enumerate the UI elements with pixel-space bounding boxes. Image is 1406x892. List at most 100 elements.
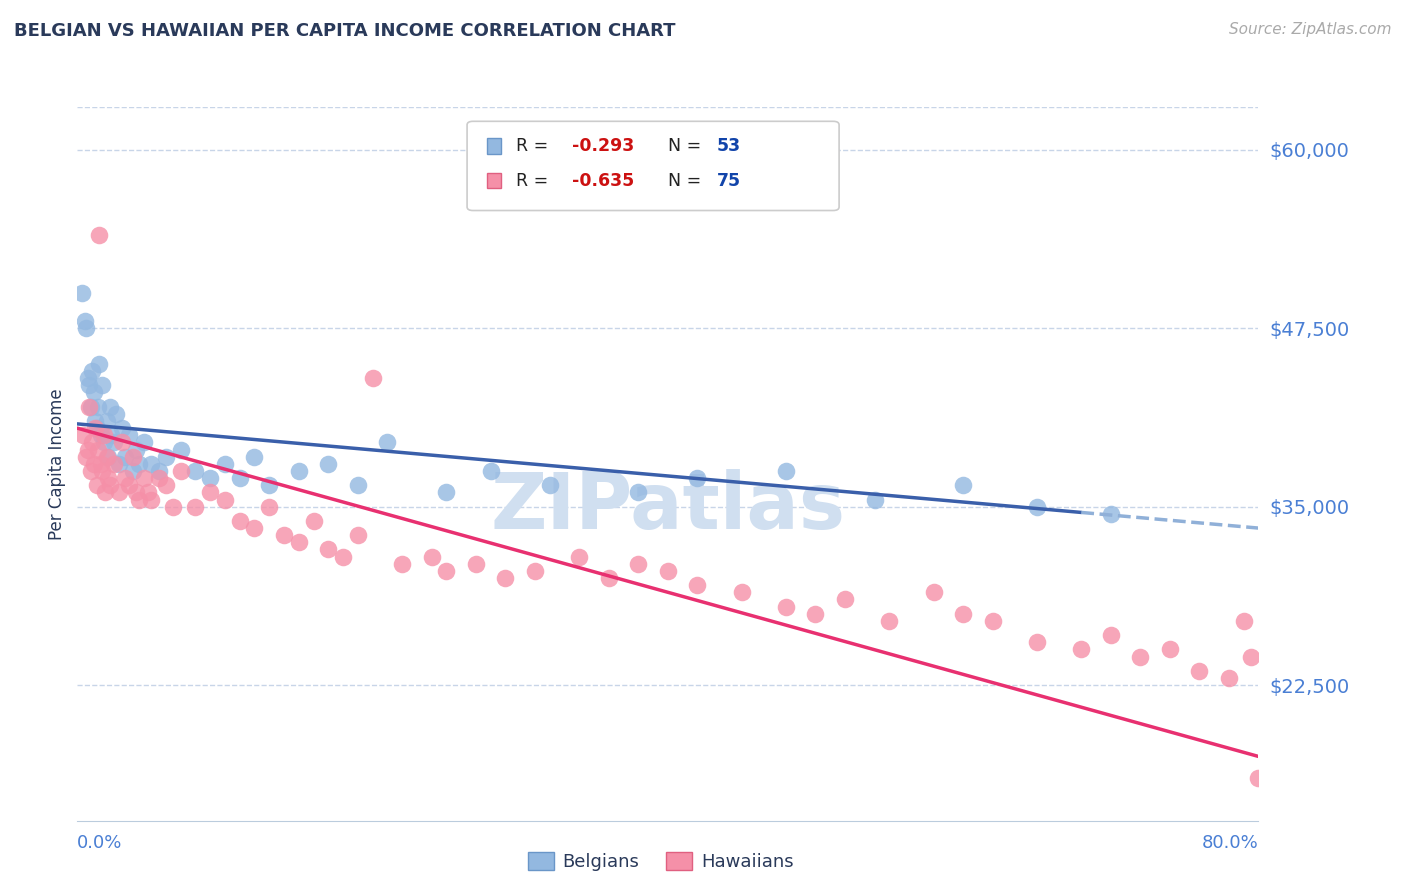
Point [94, 485, 117, 500]
Point [259, 478, 281, 492]
Point [87, 400, 110, 414]
Point [148, 464, 170, 478]
Point [259, 500, 281, 514]
Point [952, 607, 974, 621]
Point [538, 478, 561, 492]
Point [184, 464, 207, 478]
Point [100, 428, 122, 442]
Point [89, 228, 111, 243]
Point [879, 614, 901, 628]
Point [86, 478, 108, 492]
Point [82, 435, 104, 450]
Point [346, 528, 368, 542]
Point [77, 400, 100, 414]
Text: -0.635: -0.635 [572, 171, 634, 189]
Text: Source: ZipAtlas.com: Source: ZipAtlas.com [1229, 22, 1392, 37]
Point [952, 478, 974, 492]
Text: R =: R = [516, 137, 554, 155]
Point [627, 485, 650, 500]
Point [97, 471, 120, 485]
Point [288, 464, 311, 478]
Point [98, 400, 121, 414]
Point [1247, 771, 1270, 785]
Point [391, 557, 413, 571]
Point [214, 457, 236, 471]
Text: N =: N = [658, 137, 707, 155]
Point [86, 421, 108, 435]
Point [114, 471, 136, 485]
Y-axis label: Per Capita Income: Per Capita Income [48, 388, 66, 540]
Point [76, 371, 98, 385]
Point [436, 564, 458, 578]
Text: N =: N = [658, 171, 707, 189]
Point [96, 450, 118, 464]
Point [132, 471, 155, 485]
Point [136, 485, 159, 500]
Point [243, 450, 266, 464]
Point [148, 471, 170, 485]
Point [302, 514, 325, 528]
Point [981, 614, 1004, 628]
Point [1218, 671, 1240, 685]
Point [141, 492, 163, 507]
Point [83, 385, 105, 400]
Point [111, 435, 132, 450]
Point [1129, 649, 1152, 664]
Point [346, 478, 368, 492]
Point [91, 464, 114, 478]
Text: BELGIAN VS HAWAIIAN PER CAPITA INCOME CORRELATION CHART: BELGIAN VS HAWAIIAN PER CAPITA INCOME CO… [14, 22, 675, 40]
Point [1026, 500, 1049, 514]
Point [76, 442, 98, 457]
FancyBboxPatch shape [467, 121, 839, 211]
Point [1240, 649, 1263, 664]
Point [75, 321, 97, 335]
Point [89, 357, 111, 371]
Point [184, 500, 207, 514]
Point [128, 457, 150, 471]
Point [111, 421, 132, 435]
Point [377, 435, 399, 450]
Point [922, 585, 945, 599]
Point [686, 471, 709, 485]
Point [118, 428, 141, 442]
Point [243, 521, 266, 535]
Point [288, 535, 311, 549]
Point [200, 485, 222, 500]
Point [122, 464, 145, 478]
Point [170, 442, 193, 457]
Point [122, 450, 145, 464]
Point [70, 285, 93, 300]
Point [104, 407, 127, 421]
Point [804, 607, 827, 621]
Point [84, 421, 107, 435]
Point [93, 428, 115, 442]
Point [93, 435, 115, 450]
Point [1233, 614, 1256, 628]
Point [96, 414, 118, 428]
Point [228, 514, 252, 528]
Point [132, 435, 155, 450]
Point [598, 571, 620, 585]
Point [479, 464, 502, 478]
Point [1026, 635, 1049, 649]
Text: 53: 53 [717, 137, 741, 155]
Bar [486, 138, 502, 154]
Point [107, 457, 129, 471]
Point [79, 400, 101, 414]
Text: R =: R = [516, 171, 554, 189]
Point [436, 485, 458, 500]
Point [775, 464, 797, 478]
Point [657, 564, 679, 578]
Point [200, 471, 222, 485]
Point [72, 428, 94, 442]
Legend: Belgians, Hawaiians: Belgians, Hawaiians [522, 846, 800, 879]
Point [1159, 642, 1181, 657]
Point [1188, 664, 1211, 678]
Point [118, 478, 141, 492]
Point [495, 571, 517, 585]
Point [464, 557, 488, 571]
Point [863, 492, 886, 507]
Text: 0.0%: 0.0% [77, 834, 122, 852]
Point [91, 378, 114, 392]
Point [214, 492, 236, 507]
